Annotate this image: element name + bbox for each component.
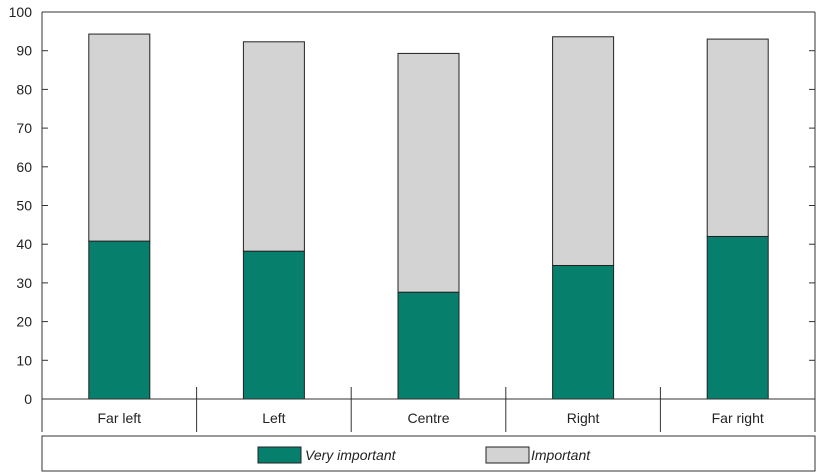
bar-important-far-left (88, 33, 151, 242)
y-tick-label: 20 (16, 314, 32, 330)
legend-swatch-important (485, 446, 530, 464)
x-tick-label-far-left: Far left (98, 410, 142, 426)
bar-very-important-centre (397, 291, 460, 400)
bar-important-left (242, 41, 305, 252)
bar-very-important-right (552, 264, 615, 400)
x-tick-label-far-right: Far right (712, 410, 764, 426)
legend-label-important: Important (531, 447, 591, 463)
y-tick-label: 0 (24, 391, 32, 407)
x-tick-label-centre: Centre (407, 410, 449, 426)
y-tick-label: 30 (16, 275, 32, 291)
y-tick-label: 50 (16, 198, 32, 214)
legend: Very important Important (41, 435, 816, 472)
y-tick-label: 90 (16, 43, 32, 59)
legend-label-very-important: Very important (305, 447, 397, 463)
bar-very-important-left (242, 250, 305, 400)
x-tick-label-right: Right (567, 410, 600, 426)
y-tick-label: 60 (16, 159, 32, 175)
legend-box (41, 435, 816, 472)
bar-very-important-far-right (706, 235, 769, 400)
x-tick-label-left: Left (262, 410, 285, 426)
y-tick-label: 70 (16, 120, 32, 136)
bar-very-important-far-left (88, 240, 151, 400)
y-tick-label: 10 (16, 352, 32, 368)
y-tick-label: 40 (16, 236, 32, 252)
bar-important-far-right (706, 38, 769, 237)
legend-swatch-very-important (257, 446, 302, 464)
bars-group (88, 33, 769, 400)
x-axis: Far left Left Centre Right Far right (41, 387, 816, 432)
bar-important-centre (397, 52, 460, 293)
bar-important-right (552, 36, 615, 266)
y-tick-label: 80 (16, 81, 32, 97)
y-tick-label: 100 (9, 4, 33, 20)
y-axis: 0 10 20 30 40 50 60 70 80 90 100 (9, 4, 815, 407)
